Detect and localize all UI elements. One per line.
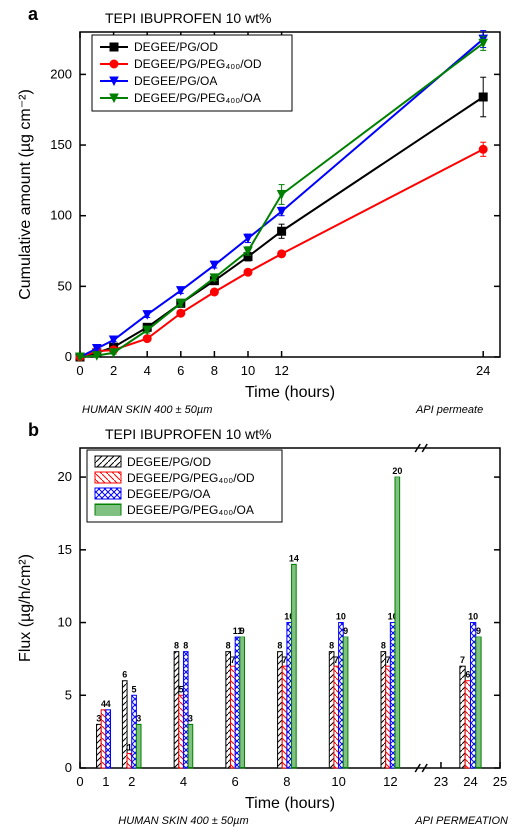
svg-text:8: 8 [183, 641, 188, 651]
figure: a TEPI IBUPROFEN 10 wt% 0501001502000246… [0, 0, 518, 827]
svg-text:1: 1 [102, 774, 109, 789]
svg-text:8: 8 [381, 641, 386, 651]
svg-text:1: 1 [127, 742, 132, 752]
svg-text:API PERMEATION: API PERMEATION [414, 815, 508, 827]
svg-text:0: 0 [65, 349, 72, 364]
svg-text:10: 10 [241, 363, 255, 378]
svg-text:0: 0 [76, 774, 83, 789]
svg-text:150: 150 [50, 137, 72, 152]
svg-text:4: 4 [144, 363, 151, 378]
svg-text:6: 6 [122, 670, 127, 680]
svg-text:10: 10 [58, 615, 72, 630]
svg-text:3: 3 [136, 713, 141, 723]
svg-text:24: 24 [463, 774, 477, 789]
svg-text:15: 15 [58, 542, 72, 557]
svg-text:10: 10 [331, 774, 345, 789]
svg-text:6: 6 [232, 774, 239, 789]
svg-text:9: 9 [476, 626, 481, 636]
svg-text:10: 10 [468, 612, 478, 622]
svg-text:8: 8 [329, 641, 334, 651]
svg-text:HUMAN SKIN 400 ± 50µm: HUMAN SKIN 400 ± 50µm [82, 404, 212, 416]
svg-text:7: 7 [334, 655, 339, 665]
svg-text:10: 10 [336, 612, 346, 622]
svg-text:7: 7 [386, 655, 391, 665]
svg-text:8: 8 [211, 363, 218, 378]
panel-b-chart: 051015200124681012232425Time (hours)Flux… [0, 438, 518, 833]
svg-text:50: 50 [58, 278, 72, 293]
svg-text:6: 6 [177, 363, 184, 378]
svg-text:0: 0 [76, 363, 83, 378]
svg-text:8: 8 [277, 641, 282, 651]
svg-text:8: 8 [283, 774, 290, 789]
svg-text:5: 5 [65, 687, 72, 702]
svg-text:14: 14 [289, 553, 299, 563]
svg-text:DEGEE/PG/OA: DEGEE/PG/OA [127, 487, 210, 501]
panel-a-chart: 05010015020002468101224Time (hours)Cumul… [0, 22, 518, 422]
svg-text:0: 0 [65, 760, 72, 775]
svg-text:24: 24 [476, 363, 490, 378]
svg-text:200: 200 [50, 66, 72, 81]
svg-text:DEGEE/PG/PEG₄₀₀/OD: DEGEE/PG/PEG₄₀₀/OD [134, 57, 262, 71]
svg-text:12: 12 [383, 774, 397, 789]
svg-text:25: 25 [493, 774, 507, 789]
svg-text:DEGEE/PG/OA: DEGEE/PG/OA [134, 74, 217, 88]
svg-text:DEGEE/PG/PEG₄₀₀/OA: DEGEE/PG/PEG₄₀₀/OA [127, 503, 254, 517]
svg-text:100: 100 [50, 208, 72, 223]
svg-text:7: 7 [230, 655, 235, 665]
svg-text:6: 6 [465, 670, 470, 680]
svg-text:8: 8 [226, 641, 231, 651]
svg-text:5: 5 [132, 684, 137, 694]
svg-text:20: 20 [392, 466, 402, 476]
svg-text:HUMAN SKIN 400 ± 50µm: HUMAN SKIN 400 ± 50µm [118, 815, 248, 827]
svg-text:Cumulative amount (µg cm⁻²): Cumulative amount (µg cm⁻²) [17, 89, 34, 300]
svg-text:DEGEE/PG/OD: DEGEE/PG/OD [127, 455, 211, 469]
svg-text:DEGEE/PG/OD: DEGEE/PG/OD [134, 40, 218, 54]
svg-text:8: 8 [174, 641, 179, 651]
svg-text:API permeate: API permeate [415, 404, 483, 416]
svg-text:7: 7 [282, 655, 287, 665]
svg-text:20: 20 [58, 469, 72, 484]
svg-text:5: 5 [179, 684, 184, 694]
svg-text:23: 23 [434, 774, 448, 789]
svg-text:9: 9 [240, 626, 245, 636]
svg-text:4: 4 [106, 699, 111, 709]
svg-text:3: 3 [96, 713, 101, 723]
svg-text:Time (hours): Time (hours) [245, 795, 335, 812]
svg-text:DEGEE/PG/PEG₄₀₀/OA: DEGEE/PG/PEG₄₀₀/OA [134, 91, 261, 105]
svg-text:7: 7 [460, 655, 465, 665]
svg-text:9: 9 [343, 626, 348, 636]
svg-text:4: 4 [180, 774, 187, 789]
svg-text:3: 3 [188, 713, 193, 723]
svg-text:12: 12 [274, 363, 288, 378]
svg-text:Time (hours): Time (hours) [245, 384, 335, 401]
svg-text:2: 2 [128, 774, 135, 789]
svg-text:DEGEE/PG/PEG₄₀₀/OD: DEGEE/PG/PEG₄₀₀/OD [127, 471, 255, 485]
svg-text:2: 2 [110, 363, 117, 378]
svg-text:Flux (µg/h/cm²): Flux (µg/h/cm²) [17, 554, 34, 662]
